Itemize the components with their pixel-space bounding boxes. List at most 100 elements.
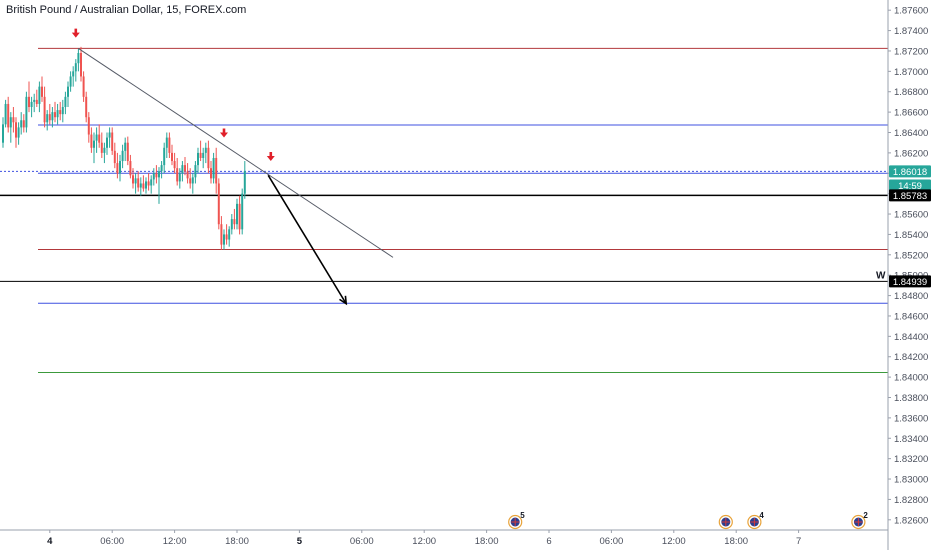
y-tick-label: 1.84000 <box>894 373 928 384</box>
y-tick-label: 1.86800 <box>894 87 928 98</box>
y-tick-label: 1.86600 <box>894 108 928 119</box>
candle-body <box>87 117 90 135</box>
candle-body <box>134 178 137 184</box>
candle-body <box>17 127 20 138</box>
x-tick-label: 06:00 <box>600 536 624 547</box>
event-count: 2 <box>863 511 868 520</box>
y-tick-label: 1.87200 <box>894 46 928 57</box>
candle-body <box>51 112 54 121</box>
candle-body <box>215 157 218 184</box>
candles <box>2 46 246 250</box>
y-tick-label: 1.84200 <box>894 352 928 363</box>
candle-body <box>126 142 129 162</box>
candle-body <box>142 183 145 189</box>
candle-body <box>212 157 215 179</box>
horizontal-levels <box>0 47 888 374</box>
x-tick-label: 6 <box>546 536 551 547</box>
down-arrow-marker-icon <box>266 151 275 161</box>
projection-arrowhead <box>339 295 348 306</box>
candle-body <box>189 178 192 184</box>
event-flag-cross <box>721 518 730 526</box>
x-tick-label: 06:00 <box>100 536 124 547</box>
candle-body <box>241 193 244 230</box>
candle-body <box>199 152 202 158</box>
candle-body <box>137 178 140 188</box>
x-tick-label: 5 <box>297 536 303 547</box>
candle-body <box>41 86 43 97</box>
candle-body <box>145 181 147 189</box>
candle-body <box>197 152 199 166</box>
candle-body <box>4 103 7 125</box>
candle-body <box>15 122 17 138</box>
price-tag-bg <box>889 179 931 192</box>
time-axis[interactable]: 4 06:00 12:00 18:00 5 06:00 12:00 18:00 6 06:00 12… <box>0 529 888 547</box>
candle-body <box>100 142 103 153</box>
candle-body <box>2 124 4 143</box>
event-flag-cross <box>511 518 520 526</box>
candle-body <box>20 120 23 128</box>
price-tag-bg <box>889 189 931 202</box>
candle-body <box>194 165 197 178</box>
y-tick-label: 1.86200 <box>894 148 928 159</box>
candle-body <box>217 183 220 225</box>
candle-body <box>106 137 108 148</box>
candle-body <box>85 96 88 118</box>
candle-body <box>61 107 64 115</box>
candle-body <box>233 219 236 225</box>
candle-body <box>93 140 95 148</box>
candle-body <box>243 171 246 194</box>
projection-arrow-line <box>267 174 347 305</box>
candle-body <box>191 177 194 184</box>
candle-body <box>54 112 56 118</box>
x-tick-label: 4 <box>47 536 53 547</box>
candle-body <box>7 103 10 128</box>
candle-body <box>184 165 186 172</box>
candle-body <box>121 150 124 162</box>
candle-body <box>64 96 67 108</box>
price-tag-bg <box>889 275 931 288</box>
candle-body <box>129 161 132 176</box>
candle-body <box>173 161 176 169</box>
x-tick-label: 06:00 <box>350 536 374 547</box>
price-axis[interactable]: 1.87600 1.87400 1.87200 1.87000 1.86800 1.866… <box>887 0 928 550</box>
candle-body <box>67 86 69 97</box>
candle-body <box>56 110 59 118</box>
event-count: 4 <box>759 511 764 520</box>
trend-line <box>78 47 394 258</box>
down-arrow-marker-icon <box>71 28 80 38</box>
candle-body <box>90 134 93 148</box>
price-tag-label: 14:59 <box>898 181 922 192</box>
y-tick-label: 1.84600 <box>894 311 928 322</box>
y-tick-label: 1.84400 <box>894 332 928 343</box>
y-tick-label: 1.86400 <box>894 128 928 139</box>
x-tick-label: 18:00 <box>225 536 249 547</box>
candle-body <box>103 147 106 153</box>
candle-body <box>186 171 189 179</box>
candle-body <box>82 76 85 97</box>
y-tick-label: 1.84800 <box>894 291 928 302</box>
event-flag-cross <box>750 518 759 526</box>
candle-body <box>220 224 223 245</box>
candle-body <box>35 99 38 104</box>
level-label: W <box>876 270 886 281</box>
y-tick-label: 1.87400 <box>894 26 928 37</box>
candle-body <box>12 117 15 123</box>
candle-body <box>171 152 173 162</box>
candle-body <box>181 165 184 174</box>
x-tick-label: 18:00 <box>724 536 748 547</box>
event-count: 5 <box>520 511 525 520</box>
y-tick-label: 1.83800 <box>894 393 928 404</box>
x-tick-label: 12:00 <box>412 536 436 547</box>
candle-body <box>69 76 72 87</box>
candle-body <box>132 175 134 184</box>
candle-body <box>158 171 160 178</box>
candle-body <box>22 120 25 128</box>
candle-body <box>124 142 127 151</box>
candle-body <box>30 101 33 108</box>
x-tick-label: 7 <box>796 536 801 547</box>
down-arrow-marker-icon <box>220 128 228 138</box>
candle-body <box>225 234 228 240</box>
candle-body <box>139 183 142 188</box>
event-flag-cross <box>854 518 863 526</box>
